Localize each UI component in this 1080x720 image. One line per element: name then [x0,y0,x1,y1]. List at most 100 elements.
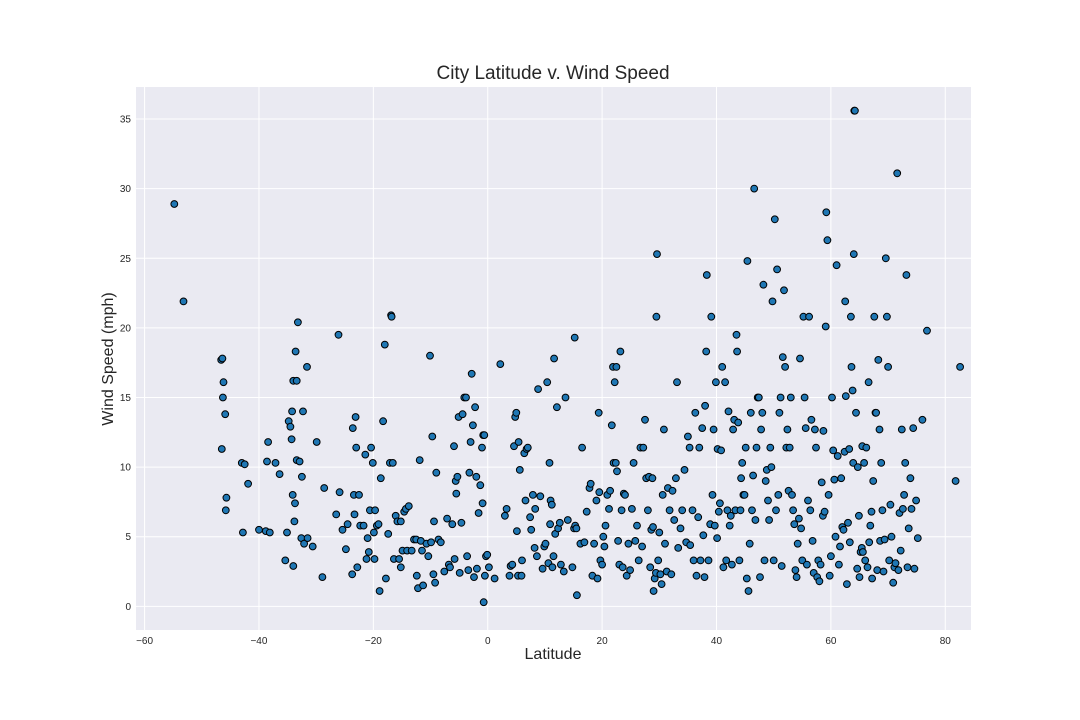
scatter-point [861,556,870,565]
scatter-point [641,415,649,424]
scatter-point [694,513,703,522]
scatter-point [829,446,838,455]
scatter-point [803,560,811,569]
scatter-point [790,520,799,529]
scatter-point [601,521,610,530]
scatter-point [350,510,359,519]
scatter-point [592,496,601,505]
scatter-point [290,517,299,526]
scatter-point [841,297,850,306]
scatter-point [851,106,859,115]
scatter-point [496,360,505,369]
scatter-point [732,330,741,339]
scatter-point [923,326,931,335]
scatter-point [549,552,558,561]
scatter-point [534,385,542,394]
scatter-point [844,518,852,527]
scatter-point [561,393,570,402]
scatter-point [672,474,680,483]
scatter-point [726,511,735,520]
scatter-point [348,424,357,433]
y-tick-label: 15 [120,393,132,404]
scatter-point [778,353,787,362]
scatter-point [462,393,470,402]
scatter-point [696,556,705,565]
scatter-point [536,492,545,501]
scatter-point [742,574,751,583]
scatter-point [387,312,396,321]
scatter-point [853,463,862,472]
scatter-point [918,415,927,424]
scatter-point [361,450,370,459]
scatter-point [785,443,794,452]
scatter-point [370,528,378,537]
scatter-point [553,403,561,412]
scatter-point [698,424,707,433]
scatter-point [303,534,312,542]
scatter-point [830,475,839,484]
scatter-point [334,330,343,339]
scatter-point [825,571,834,580]
scatter-point [775,408,784,417]
scatter-point [889,578,898,587]
scatter-point [448,520,457,529]
chart-title: City Latitude v. Wind Speed [436,63,669,84]
scatter-point [606,486,614,495]
scatter-point [665,506,674,515]
scatter-point [767,463,776,472]
scatter-point [745,539,754,548]
scatter-point [832,261,841,270]
scatter-point [685,443,694,452]
scatter-point [893,169,902,178]
scatter-point [906,474,915,483]
scatter-point [473,564,481,573]
scatter-point [746,408,755,417]
scatter-point [735,556,744,565]
scatter-point [752,443,761,452]
scatter-point [490,574,499,583]
scatter-point [557,560,565,569]
scatter-point [823,236,832,245]
scatter-point [738,459,747,467]
y-tick-label: 35 [120,115,132,126]
x-tick-label: 40 [711,636,723,647]
scatter-point [676,524,685,533]
scatter-point [412,571,421,580]
scatter-point [395,555,404,563]
scatter-point [660,425,668,434]
scatter-point [758,408,767,417]
scatter-point [815,577,824,586]
scatter-point [512,408,521,417]
scatter-point [821,322,830,331]
scatter-point [286,422,295,431]
scatter-point [867,507,876,516]
scatter-point [458,410,467,419]
scatter-point [702,347,711,356]
scatter-point [901,459,910,467]
scatter-point [737,474,745,483]
scatter-point [476,481,485,490]
scatter-point [523,443,532,452]
scatter-point [300,539,309,548]
scatter-point [707,312,716,321]
scatter-point [380,340,389,349]
x-tick-label: 0 [485,636,491,647]
scatter-point [819,427,828,435]
scatter-point [594,408,603,417]
scatter-point [874,356,883,364]
scatter-point [427,538,436,547]
scatter-point [841,392,850,401]
scatter-point [485,563,493,572]
scatter-point [853,564,862,573]
scatter-point [607,421,616,430]
scatter-point [419,581,428,590]
scatter-point [502,505,511,513]
scatter-point [881,254,890,263]
scatter-point [570,333,579,342]
y-tick-label: 5 [125,532,131,543]
scatter-point [538,564,547,573]
scatter-point [263,457,271,466]
scatter-point [692,571,701,580]
scatter-point [900,491,908,499]
scatter-point [342,545,350,554]
